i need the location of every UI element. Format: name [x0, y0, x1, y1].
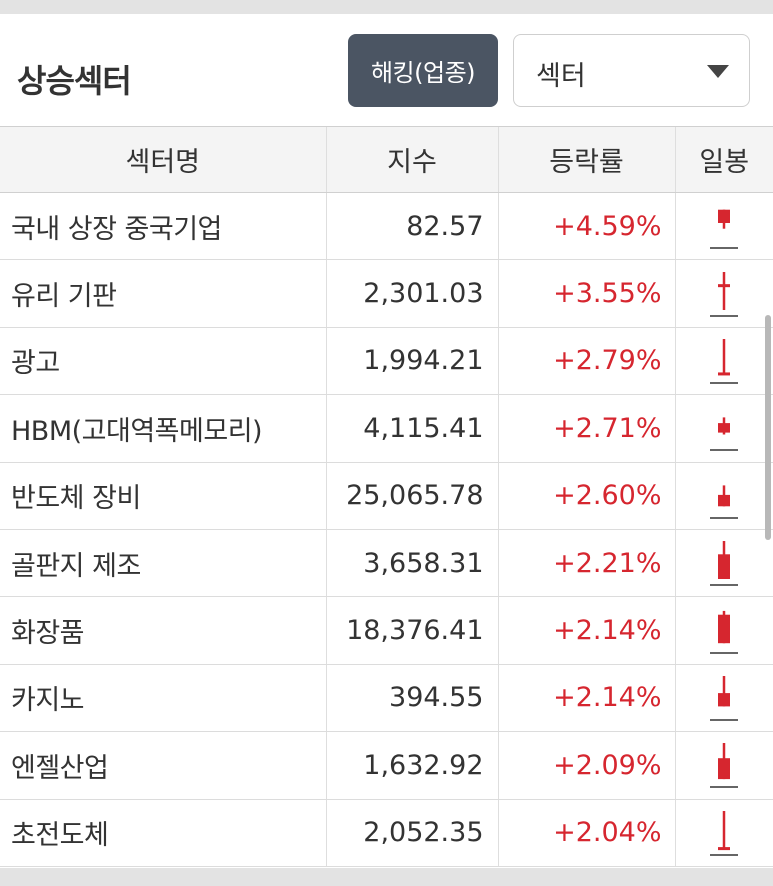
- scrollbar[interactable]: [765, 315, 771, 540]
- candle-body: [718, 423, 731, 433]
- candle-icon: [710, 675, 739, 721]
- candle-icon: [710, 271, 739, 317]
- sector-change-rate: +2.60%: [497, 462, 675, 530]
- sector-index-value: 1,632.92: [325, 731, 498, 800]
- candle-body: [718, 554, 731, 580]
- table-row[interactable]: 광고 1,994.21 +2.79%: [0, 327, 773, 396]
- sector-name[interactable]: HBM(고대역폭메모리): [0, 394, 326, 463]
- hedge-sector-button[interactable]: 해킹(업종): [348, 34, 498, 107]
- candle-body: [718, 494, 731, 507]
- table-row[interactable]: 국내 상장 중국기업 82.57 +4.59%: [0, 192, 773, 261]
- sector-index-value: 82.57: [325, 192, 498, 261]
- sector-change-rate: +2.14%: [497, 664, 675, 733]
- panel-header: 상승섹터 해킹(업종) 섹터: [0, 14, 773, 126]
- candle-icon: [710, 338, 739, 384]
- daily-candle-cell: [674, 799, 773, 867]
- table-row[interactable]: 골판지 제조 3,658.31 +2.21%: [0, 529, 773, 598]
- candle-icon: [710, 541, 739, 587]
- daily-candle-cell: [674, 664, 773, 733]
- table-row[interactable]: 화장품 18,376.41 +2.14%: [0, 596, 773, 665]
- daily-candle-cell: [674, 192, 773, 261]
- sector-name[interactable]: 초전도체: [0, 799, 326, 867]
- daily-candle-cell: [674, 259, 773, 328]
- column-header-index[interactable]: 지수: [325, 126, 498, 193]
- candle-body: [718, 758, 731, 780]
- bottom-divider: [0, 868, 773, 886]
- sector-change-rate: +2.04%: [497, 799, 675, 867]
- sector-index-value: 2,301.03: [325, 259, 498, 328]
- sector-change-rate: +2.14%: [497, 596, 675, 665]
- candle-icon: [710, 610, 739, 654]
- table-row[interactable]: 반도체 장비 25,065.78 +2.60%: [0, 462, 773, 530]
- candle-icon: [710, 743, 739, 789]
- chevron-down-icon: [707, 65, 729, 78]
- column-header-candle[interactable]: 일봉: [674, 126, 773, 193]
- sector-index-value: 18,376.41: [325, 596, 498, 665]
- table-row[interactable]: HBM(고대역폭메모리) 4,115.41 +2.71%: [0, 394, 773, 463]
- candle-body: [718, 614, 731, 643]
- sector-name[interactable]: 광고: [0, 327, 326, 396]
- table-row[interactable]: 카지노 394.55 +2.14%: [0, 664, 773, 733]
- column-header-sector[interactable]: 섹터명: [0, 126, 326, 193]
- daily-candle-cell: [674, 529, 773, 598]
- page-title: 상승섹터: [17, 62, 132, 100]
- table-header-row: 섹터명 지수 등락률 일봉: [0, 126, 773, 193]
- rising-sectors-table: 섹터명 지수 등락률 일봉 국내 상장 중국기업 82.57 +4.59% 유리 기판…: [0, 126, 773, 867]
- sector-name[interactable]: 유리 기판: [0, 259, 326, 328]
- category-select[interactable]: 섹터: [513, 34, 750, 107]
- candle-body: [718, 372, 731, 376]
- candle-body: [718, 846, 731, 850]
- sector-change-rate: +3.55%: [497, 259, 675, 328]
- daily-candle-cell: [674, 731, 773, 800]
- daily-candle-cell: [674, 394, 773, 463]
- sector-change-rate: +2.21%: [497, 529, 675, 598]
- candle-body: [718, 209, 731, 224]
- sector-name[interactable]: 골판지 제조: [0, 529, 326, 598]
- sector-change-rate: +4.59%: [497, 192, 675, 261]
- table-row[interactable]: 초전도체 2,052.35 +2.04%: [0, 799, 773, 867]
- table-row[interactable]: 유리 기판 2,301.03 +3.55%: [0, 259, 773, 328]
- candle-icon: [710, 417, 739, 452]
- sector-index-value: 2,052.35: [325, 799, 498, 867]
- sector-name[interactable]: 카지노: [0, 664, 326, 733]
- candle-icon: [710, 209, 739, 250]
- sector-index-value: 394.55: [325, 664, 498, 733]
- candle-icon: [710, 485, 739, 519]
- candle-body: [718, 283, 731, 287]
- top-divider: [0, 0, 773, 14]
- sector-name[interactable]: 국내 상장 중국기업: [0, 192, 326, 261]
- sector-name[interactable]: 화장품: [0, 596, 326, 665]
- table-row[interactable]: 엔젤산업 1,632.92 +2.09%: [0, 731, 773, 800]
- candle-icon: [710, 810, 739, 856]
- sector-index-value: 3,658.31: [325, 529, 498, 598]
- sector-change-rate: +2.09%: [497, 731, 675, 800]
- daily-candle-cell: [674, 327, 773, 396]
- daily-candle-cell: [674, 596, 773, 665]
- sector-index-value: 4,115.41: [325, 394, 498, 463]
- sector-index-value: 25,065.78: [325, 462, 498, 530]
- category-select-value: 섹터: [536, 61, 586, 92]
- daily-candle-cell: [674, 462, 773, 530]
- sector-index-value: 1,994.21: [325, 327, 498, 396]
- sector-change-rate: +2.71%: [497, 394, 675, 463]
- column-header-change[interactable]: 등락률: [497, 126, 675, 193]
- candle-body: [718, 693, 731, 707]
- sector-name[interactable]: 엔젤산업: [0, 731, 326, 800]
- sector-name[interactable]: 반도체 장비: [0, 462, 326, 530]
- sector-change-rate: +2.79%: [497, 327, 675, 396]
